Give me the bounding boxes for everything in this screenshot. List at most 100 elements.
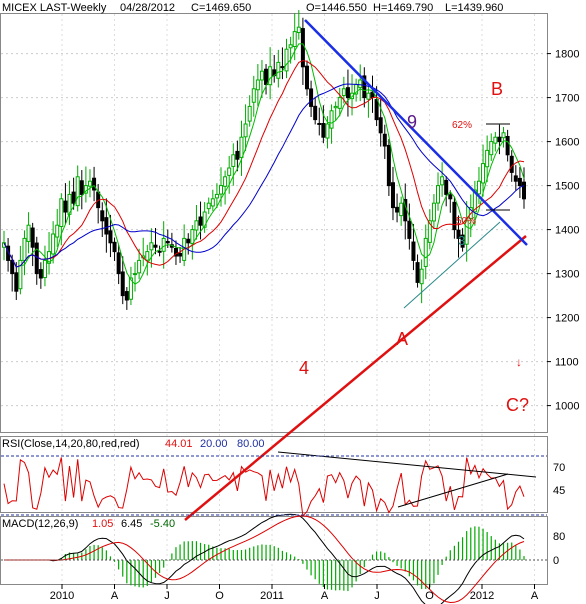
candle-body: [489, 141, 494, 156]
x-tick-label: A: [321, 590, 329, 602]
candle-body: [337, 97, 342, 109]
rsi-line: [3, 457, 525, 518]
x-tick-label: J: [164, 590, 170, 602]
candle-body: [415, 262, 420, 283]
rsi-value: 44.01: [165, 438, 193, 450]
candle-body: [268, 66, 273, 86]
time-axis: 2010 A J O 2011 A J O 2012 A: [50, 584, 539, 602]
x-tick-label: J: [374, 590, 380, 602]
candle-body: [481, 163, 486, 184]
ma-mid-line: [3, 60, 525, 268]
candle-body: [362, 75, 367, 99]
rsi-series: [3, 457, 525, 518]
candle-body: [292, 31, 297, 48]
header-high: H=1469.790: [373, 2, 433, 14]
candle-body: [493, 136, 498, 144]
annot-a: A: [396, 329, 408, 349]
candle-body: [497, 136, 502, 143]
rsi-panel: [0, 436, 548, 513]
candle-body: [186, 238, 191, 244]
arrow-down-icon: ↓: [516, 355, 522, 369]
ma-fast-line: [3, 43, 525, 285]
candle-body: [304, 65, 309, 90]
candle-body: [161, 237, 166, 252]
y-tick-label: 1000: [555, 401, 579, 413]
candle-body: [513, 175, 518, 182]
candle-body: [309, 88, 314, 107]
macd-series: [4, 513, 525, 604]
header-low: L=1439.960: [445, 2, 503, 14]
candle-body: [399, 202, 404, 217]
candle-body: [464, 220, 469, 245]
candle-body: [210, 198, 215, 207]
macd-tick-0: 0: [553, 555, 559, 567]
candle-body: [284, 48, 289, 72]
candle-body: [452, 201, 457, 231]
candle-body: [14, 272, 19, 292]
candle-body: [173, 247, 178, 257]
candle-body: [243, 123, 248, 138]
x-tick-label: 2011: [260, 590, 284, 602]
rsi-tick-70: 70: [553, 462, 565, 474]
candle-body: [366, 92, 371, 100]
trendline-teal-3: [403, 221, 501, 309]
candle-body: [235, 150, 240, 160]
annot-50pct: 50%: [456, 216, 476, 227]
candle-body: [190, 229, 195, 245]
annot-b: B: [491, 79, 503, 99]
candle-body: [419, 268, 424, 285]
macd-v1: 1.05: [92, 518, 113, 530]
candle-body: [390, 182, 395, 209]
header-symbol: MICEX LAST-Weekly: [2, 2, 107, 14]
candle-body: [264, 68, 269, 85]
candle-body: [456, 229, 461, 239]
candle-body: [358, 79, 363, 89]
candle-body: [178, 252, 183, 257]
candle-body: [10, 259, 15, 275]
candle-body: [104, 217, 109, 235]
rsi-trendline-bottom: [397, 473, 509, 508]
candle-body: [194, 220, 199, 231]
candle-body: [55, 224, 60, 238]
candle-body: [79, 180, 84, 195]
candle-body: [157, 250, 162, 253]
y-tick-label: 1300: [555, 269, 579, 281]
candle-body: [100, 210, 105, 222]
candle-body: [517, 177, 522, 187]
header-date: 04/28/2012: [120, 2, 175, 14]
candle-body: [472, 189, 477, 213]
y-tick-label: 1100: [555, 357, 579, 369]
candle-body: [133, 273, 138, 276]
candle-body: [440, 176, 445, 186]
candle-body: [71, 191, 76, 204]
rsi-low: 20.00: [200, 438, 228, 450]
macd-v2: 6.45: [121, 518, 142, 530]
rsi-tick-45: 45: [553, 485, 565, 497]
candle-body: [30, 227, 35, 248]
candle-body: [505, 135, 510, 156]
moving-averages: [3, 43, 525, 285]
candle-body: [145, 251, 150, 261]
macd-line: [4, 513, 525, 604]
rsi-label: RSI(Close,14,20,80,red,red): [2, 438, 140, 450]
price-axis: 1000 1100 1200 1300 1400 1500 1600 1700 1800: [547, 49, 579, 413]
annot-9: 9: [407, 112, 417, 132]
candle-body: [485, 149, 490, 168]
candle-body: [63, 200, 68, 213]
candle-body: [26, 224, 31, 242]
candle-body: [345, 87, 350, 99]
rsi-high: 80.00: [237, 438, 265, 450]
candle-body: [522, 181, 526, 200]
candle-body: [124, 291, 129, 301]
macd-signal-line: [4, 515, 525, 604]
candle-body: [386, 144, 391, 187]
y-tick-label: 1600: [555, 137, 579, 149]
candle-body: [75, 176, 80, 207]
x-tick-label: 2012: [470, 590, 494, 602]
candle-body: [149, 242, 154, 251]
candle-body: [198, 216, 203, 226]
x-tick-label: A: [531, 590, 539, 602]
candle-body: [329, 110, 334, 129]
candle-body: [476, 180, 481, 195]
candle-body: [239, 136, 244, 158]
